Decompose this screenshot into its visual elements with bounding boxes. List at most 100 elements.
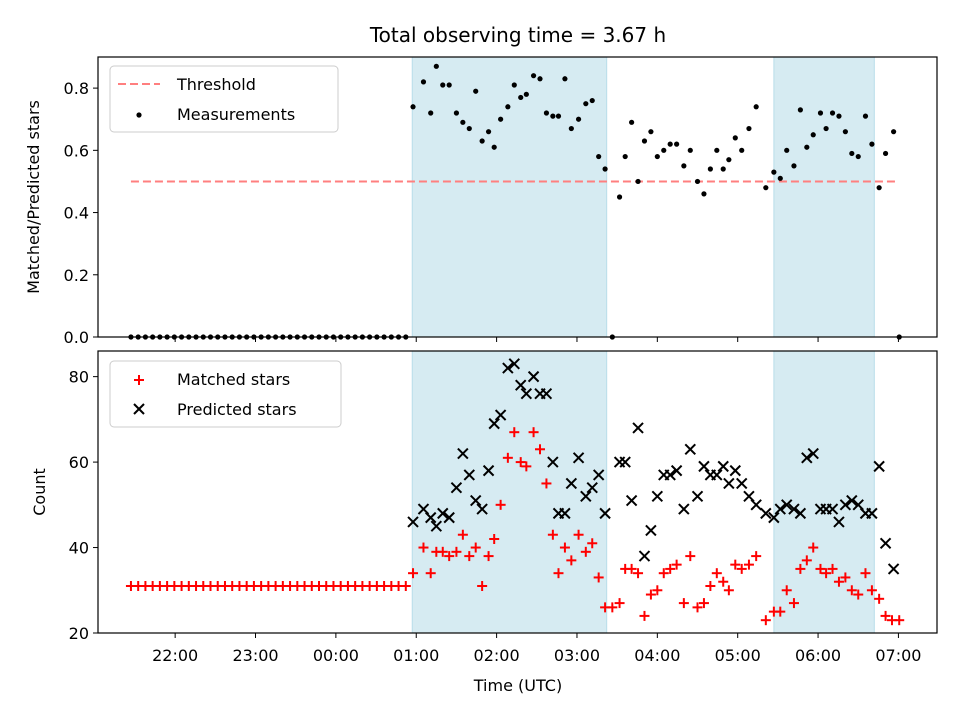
measurement-point [849, 150, 855, 157]
matched-star-point [718, 576, 729, 587]
measurement-point [694, 178, 701, 185]
measurement-point [511, 82, 517, 88]
matched-star-point [698, 598, 709, 609]
measurement-point [635, 178, 641, 185]
measurement-point [707, 166, 713, 172]
matched-star-point [483, 551, 494, 562]
predicted-star-point [866, 507, 878, 520]
matched-star-point [678, 598, 689, 609]
matched-star-point [521, 461, 532, 472]
measurement-point [654, 153, 660, 160]
matched-star-point [477, 581, 488, 591]
legend-measurements-label: Measurements [177, 105, 295, 124]
top-legend: Threshold Measurements [109, 65, 339, 133]
predicted-star-point [736, 477, 748, 490]
predicted-star-point [645, 524, 657, 537]
measurement-point [739, 147, 745, 153]
matched-star-point [580, 546, 591, 557]
bottom-y-tick-label: 60 [69, 453, 89, 472]
legend-threshold-label: Threshold [176, 75, 256, 94]
top-y-tick-label: 0.4 [64, 204, 89, 223]
measurement-point [629, 119, 635, 125]
matched-star-point [743, 559, 754, 570]
predicted-star-point [565, 477, 578, 490]
top-y-tick-label: 0.6 [64, 141, 89, 160]
matched-star-point [425, 568, 436, 579]
x-tick-label: 23:00 [232, 646, 278, 665]
measurement-point [543, 110, 550, 116]
measurement-point [817, 110, 824, 116]
measurement-point [420, 79, 427, 85]
predicted-star-point [632, 422, 644, 434]
matched-star-point [860, 568, 871, 579]
predicted-star-point [670, 464, 683, 477]
predicted-star-point [684, 443, 696, 455]
matched-star-point [607, 602, 618, 613]
matched-star-point [408, 568, 419, 579]
predicted-star-point [651, 490, 664, 502]
legend-matched-swatch [134, 375, 144, 385]
matched-star-point [846, 585, 857, 596]
measurement-point [726, 157, 732, 163]
measurement-point [720, 166, 726, 172]
measurement-point [583, 101, 589, 107]
matched-star-point [821, 568, 832, 579]
matched-star-point [457, 529, 468, 540]
matched-star-point [781, 585, 792, 596]
predicted-star-point [711, 469, 723, 481]
matched-star-point [833, 576, 844, 587]
measurement-point [555, 113, 562, 119]
matched-star-point [528, 427, 539, 438]
matched-star-point [535, 444, 546, 455]
measurement-point [804, 144, 810, 150]
matched-star-point [760, 615, 771, 626]
measurement-point [479, 138, 485, 144]
matched-stars-points [125, 427, 905, 626]
predicted-star-point [437, 507, 449, 520]
measurement-point [810, 132, 816, 138]
measurement-point [701, 191, 707, 197]
predicted-star-point [625, 494, 638, 507]
predicted-star-point [586, 482, 598, 494]
predicted-star-point [520, 388, 533, 400]
predicted-star-point [768, 511, 780, 524]
matched-star-point [801, 555, 812, 566]
measurement-point [732, 135, 738, 141]
predicted-star-point [482, 464, 495, 477]
x-tick-label: 00:00 [313, 646, 359, 665]
measurement-point [550, 113, 556, 119]
bottom-axes-frame [97, 350, 938, 634]
matched-star-point [639, 610, 650, 621]
measurement-point [763, 185, 769, 191]
predicted-star-point [407, 516, 419, 528]
matched-star-point [880, 610, 891, 621]
measurement-point [523, 91, 529, 97]
measurement-point [466, 125, 472, 132]
measurement-point [876, 185, 882, 191]
measurement-point [784, 147, 790, 153]
matched-star-point [658, 568, 669, 579]
predicted-star-point [760, 507, 772, 520]
predicted-star-point [846, 494, 858, 507]
matched-star-point [587, 538, 598, 549]
matched-star-point [711, 568, 722, 579]
predicted-star-point [572, 452, 585, 464]
matched-star-point [418, 542, 429, 553]
matched-star-point [685, 551, 696, 562]
measurement-point [842, 129, 848, 135]
matched-star-point [559, 542, 570, 553]
predicted-star-point [678, 503, 690, 515]
matched-star-point [633, 568, 644, 579]
predicted-star-point [450, 482, 463, 494]
measurement-point [823, 125, 829, 132]
top-y-ticks: 0.0 0.2 0.4 0.6 0.8 [64, 79, 98, 347]
legend-measurements-swatch [136, 112, 142, 118]
measurement-point [473, 88, 479, 94]
matched-star-point [894, 615, 905, 626]
matched-star-point [840, 572, 851, 583]
predicted-star-point [443, 511, 455, 524]
predicted-star-point [476, 503, 488, 515]
measurement-point [681, 163, 687, 169]
matched-star-point [736, 563, 747, 574]
